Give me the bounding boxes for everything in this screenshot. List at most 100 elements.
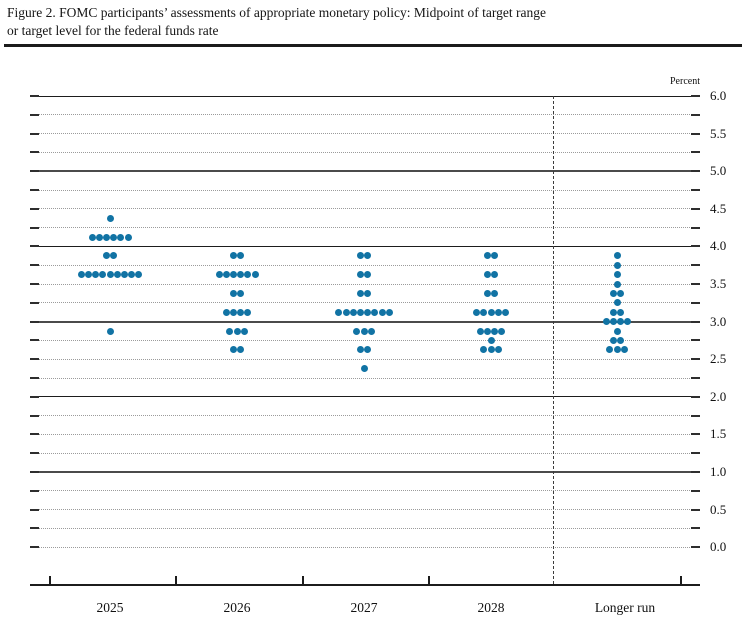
dot-2025-3.625 (106, 271, 114, 279)
gridline-left-tick (30, 170, 39, 173)
title-rule (4, 44, 742, 47)
gridline-right-tick (691, 395, 700, 398)
gridline-4 (30, 245, 700, 247)
dot-2025-4.125 (102, 233, 110, 241)
dot-2028-2.875 (483, 327, 491, 335)
gridline-right-tick (691, 414, 700, 417)
dot-2027-3.125 (356, 308, 364, 316)
gridline-right-tick (691, 189, 700, 191)
gridline-right-tick (691, 132, 700, 135)
gridline-right-tick (691, 452, 700, 455)
gridline-3 (30, 320, 700, 323)
gridline-3.75 (30, 264, 700, 266)
gridline-4.75 (30, 189, 700, 191)
dot-2026-3.625 (237, 271, 245, 279)
x-axis-tick (175, 576, 177, 584)
gridline-right-tick (691, 358, 700, 361)
gridline-5 (30, 170, 700, 173)
dot-2025-3.875 (102, 252, 110, 260)
dot-2028-2.625 (480, 346, 488, 354)
gridline-left-tick (30, 358, 39, 361)
dot-2026-3.625 (244, 271, 252, 279)
dot-2026-2.875 (233, 327, 241, 335)
dot-2028-3.875 (483, 252, 491, 260)
dot-longer-run-3.75 (613, 261, 621, 269)
dot-2028-2.875 (476, 327, 484, 335)
gridline-5.5 (30, 133, 700, 135)
gridline-right-tick (691, 207, 700, 210)
gridline-right-tick (691, 95, 700, 97)
dot-longer-run-2.75 (617, 336, 625, 344)
dot-2027-3.625 (364, 271, 372, 279)
gridline-left-tick (30, 508, 39, 511)
dot-2027-3.875 (356, 252, 364, 260)
dot-2027-3.125 (385, 308, 393, 316)
gridline-left-tick (30, 226, 39, 229)
y-tick-label: 3.5 (710, 276, 727, 291)
dot-2027-2.625 (364, 346, 372, 354)
gridline-2.25 (30, 377, 700, 379)
gridline-left-tick (30, 339, 39, 342)
dot-2028-2.875 (491, 327, 499, 335)
x-axis-tick (49, 576, 51, 584)
dot-longer-run-3 (609, 318, 617, 326)
dot-2026-3.625 (251, 271, 259, 279)
gridline-left-tick (30, 414, 39, 417)
gridline-3.25 (30, 302, 700, 304)
dot-longer-run-3.875 (613, 252, 621, 260)
gridline-right-tick (691, 226, 700, 229)
gridline-1.5 (30, 433, 700, 435)
dot-2025-3.875 (110, 252, 118, 260)
gridline-right-tick (691, 508, 700, 511)
dot-2027-3.125 (378, 308, 386, 316)
gridline-right-tick (691, 301, 700, 304)
dot-2025-4.125 (88, 233, 96, 241)
dot-2025-3.625 (135, 271, 143, 279)
gridline-1 (30, 471, 700, 473)
gridline-4.5 (30, 208, 700, 210)
dot-longer-run-3.5 (613, 280, 621, 288)
y-tick-label: 0.0 (710, 539, 727, 555)
dot-2025-3.625 (92, 271, 100, 279)
dot-longer-run-3.375 (609, 289, 617, 297)
gridline-left-tick (30, 301, 39, 304)
gridline-right-tick (691, 245, 700, 248)
x-axis-tick (302, 576, 304, 584)
x-category-label-2027: 2027 (350, 600, 378, 615)
dot-longer-run-3.625 (613, 271, 621, 279)
dot-longer-run-2.625 (613, 346, 621, 354)
dot-2026-3.375 (229, 289, 237, 297)
dot-2028-3.125 (494, 308, 502, 316)
x-axis-tick (680, 576, 682, 584)
gridline-left-tick (30, 95, 39, 97)
y-tick-label: 6.0 (710, 88, 727, 103)
dot-longer-run-3.375 (617, 289, 625, 297)
gridline-left-tick (30, 132, 39, 135)
dot-2026-3.125 (222, 308, 230, 316)
gridline-left-tick (30, 189, 39, 191)
dot-longer-run-2.875 (613, 327, 621, 335)
gridline-left-tick (30, 264, 39, 267)
gridline-left-tick (30, 489, 39, 492)
y-tick-label: 5.0 (710, 163, 727, 179)
y-tick-label: 1.5 (710, 426, 727, 442)
gridline-left-tick (30, 395, 39, 398)
y-axis-unit-label: Percent (670, 76, 700, 87)
dot-2027-2.875 (360, 327, 368, 335)
x-axis-line (30, 584, 700, 586)
gridline-0 (30, 546, 700, 548)
dot-2027-3.125 (364, 308, 372, 316)
gridline-2.75 (30, 339, 700, 341)
y-tick-label: 3.0 (710, 313, 727, 329)
gridline-0.25 (30, 527, 700, 529)
dot-2028-3.125 (501, 308, 509, 316)
gridline-1.25 (30, 452, 700, 454)
y-tick-label: 5.5 (710, 125, 727, 141)
gridline-left-tick (30, 471, 39, 473)
dot-2027-3.125 (371, 308, 379, 316)
dot-2025-3.625 (84, 271, 92, 279)
x-category-label-2025: 2025 (96, 600, 124, 615)
dot-2028-3.625 (483, 271, 491, 279)
dot-2026-3.375 (237, 289, 245, 297)
y-tick-label: 4.0 (710, 238, 727, 254)
